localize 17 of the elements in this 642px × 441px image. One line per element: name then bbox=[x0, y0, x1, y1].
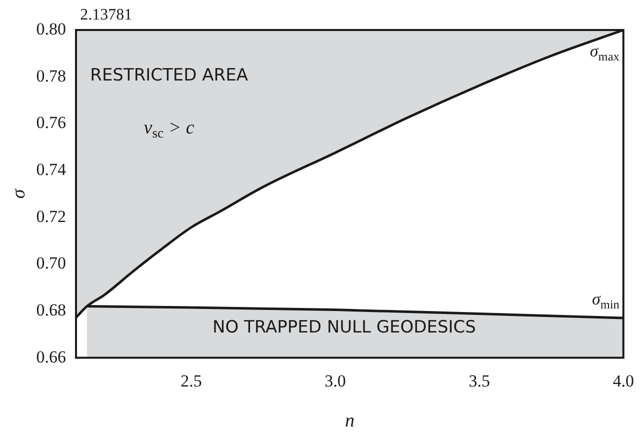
y-tick-label: 0.70 bbox=[36, 254, 66, 273]
x-axis-title: n bbox=[344, 410, 354, 432]
y-tick-label: 0.68 bbox=[36, 300, 66, 320]
y-tick-label: 0.78 bbox=[36, 66, 66, 86]
y-tick-label: 0.72 bbox=[36, 206, 66, 226]
annotation: NO TRAPPED NULL GEODESICS bbox=[212, 318, 476, 338]
y-tick-label: 0.66 bbox=[36, 347, 66, 366]
y-axis-title: σ bbox=[8, 188, 30, 199]
x-tick-label: 3.0 bbox=[324, 371, 346, 390]
y-tick-label: 0.76 bbox=[36, 113, 66, 132]
text: 2.13781 bbox=[80, 6, 132, 24]
x-tick-label: 2.5 bbox=[180, 371, 202, 390]
x-tick-label: 4.0 bbox=[612, 371, 634, 390]
annotation: RESTRICTED AREA bbox=[90, 65, 248, 86]
x-tick-label: 3.5 bbox=[468, 371, 490, 390]
y-tick-label: 0.74 bbox=[36, 160, 66, 179]
y-tick-label: 0.80 bbox=[36, 19, 66, 38]
